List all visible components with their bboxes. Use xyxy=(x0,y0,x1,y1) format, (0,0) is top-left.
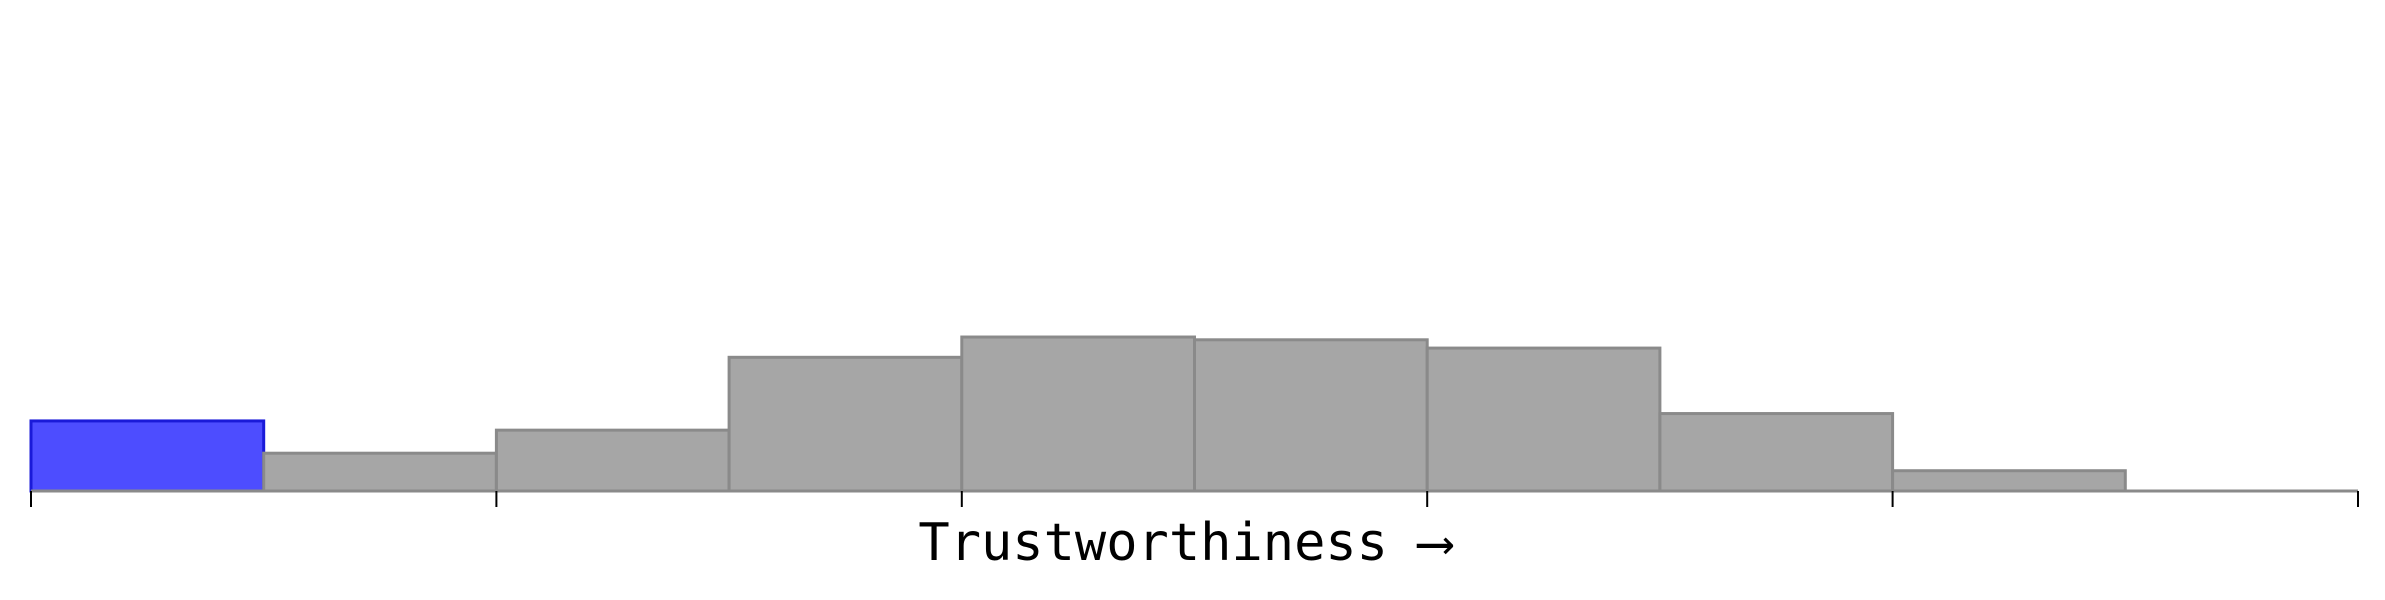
histogram-bar-2 xyxy=(262,451,498,493)
histogram-bar-9 xyxy=(1891,469,2127,493)
histogram-bar-5 xyxy=(960,335,1196,493)
histogram-bar-7 xyxy=(1425,346,1662,493)
x-axis-label: Trustworthiness ⟶ xyxy=(918,513,1453,573)
x-axis-ticks xyxy=(30,491,2359,507)
histogram-bar-1 xyxy=(29,419,266,493)
histogram-bar-3 xyxy=(494,428,731,493)
histogram-bars xyxy=(29,335,2127,493)
histogram-bar-8 xyxy=(1658,412,1895,493)
histogram-bar-4 xyxy=(727,355,964,493)
histogram-bar-6 xyxy=(1193,338,1429,493)
